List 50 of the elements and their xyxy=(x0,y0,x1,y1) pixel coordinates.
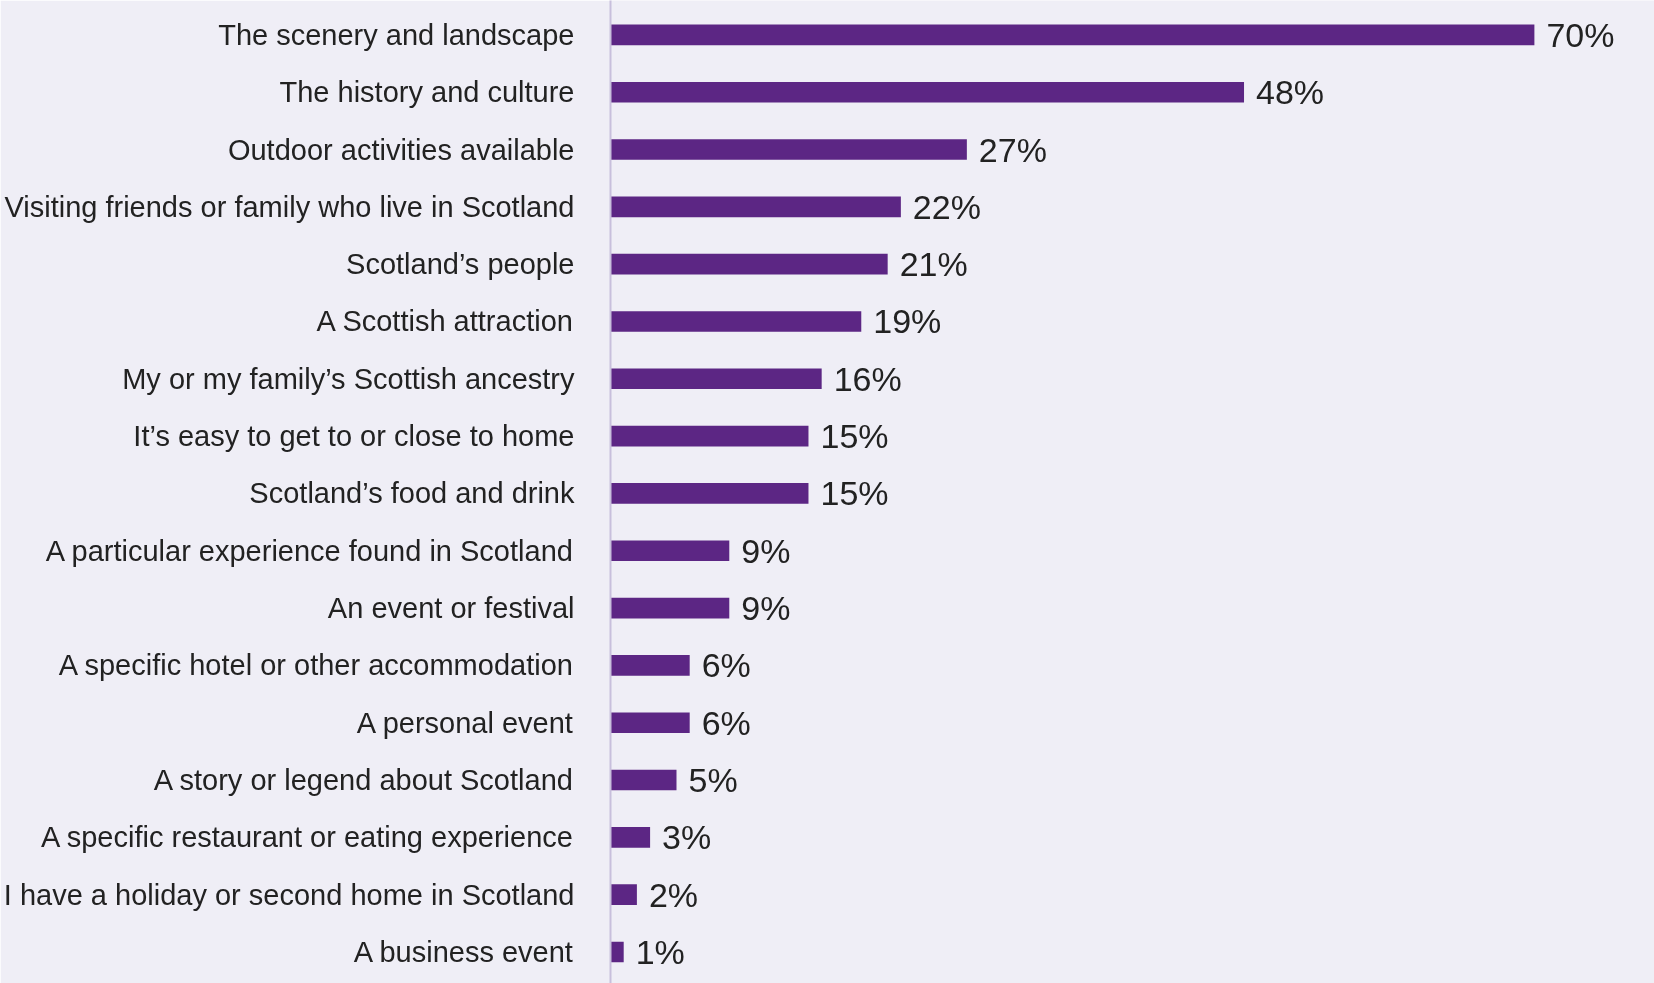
y-tick-label: A Scottish attraction xyxy=(316,305,573,338)
y-tick-label: A business event xyxy=(353,935,573,968)
data-label: 27% xyxy=(978,130,1047,169)
data-label: 16% xyxy=(833,359,902,398)
data-label: 21% xyxy=(899,245,968,284)
data-label: 6% xyxy=(701,703,751,742)
data-label: 2% xyxy=(648,875,699,914)
data-label: 22% xyxy=(912,187,981,226)
bar xyxy=(610,368,822,390)
data-label: 15% xyxy=(820,474,889,513)
y-tick-label: The scenery and landscape xyxy=(218,18,575,51)
bar xyxy=(610,253,888,275)
bar xyxy=(610,139,967,160)
data-label: 1% xyxy=(635,932,685,971)
bar xyxy=(610,769,677,791)
y-tick-label: Outdoor activities available xyxy=(227,133,575,166)
y-tick-label: Scotland’s food and drink xyxy=(249,477,575,510)
data-label: 5% xyxy=(688,761,738,800)
y-tick-label: I have a holiday or second home in Scotland xyxy=(3,878,575,911)
y-tick-label: Scotland’s people xyxy=(346,248,575,281)
bar xyxy=(610,196,901,218)
data-label: 6% xyxy=(701,646,751,685)
y-tick-label: A specific hotel or other accommodation xyxy=(58,649,573,682)
bar xyxy=(610,712,690,734)
bar xyxy=(610,827,651,848)
data-label: 70% xyxy=(1546,15,1615,54)
data-label: 3% xyxy=(662,818,712,857)
y-tick-label: A story or legend about Scotland xyxy=(153,764,573,797)
y-tick-label: A personal event xyxy=(356,706,573,739)
y-tick-label: Visiting friends or family who live in Scotland xyxy=(4,190,575,223)
data-label: 48% xyxy=(1256,73,1325,112)
data-label: 9% xyxy=(741,589,791,628)
y-tick-label: An event or festival xyxy=(327,592,575,625)
bar xyxy=(610,24,1535,46)
bar xyxy=(610,597,730,619)
data-label: 9% xyxy=(741,531,791,570)
bar xyxy=(610,540,730,562)
data-label: 19% xyxy=(873,302,942,341)
y-tick-label: A particular experience found in Scotland xyxy=(45,534,573,567)
data-label: 15% xyxy=(820,417,889,456)
y-tick-label: My or my family’s Scottish ancestry xyxy=(122,362,575,395)
bar xyxy=(610,425,809,447)
bar xyxy=(610,311,862,332)
y-tick-label: It’s easy to get to or close to home xyxy=(133,420,575,453)
bar xyxy=(610,655,690,676)
bar xyxy=(610,483,809,504)
bar xyxy=(610,81,1245,103)
y-tick-label: A specific restaurant or eating experience xyxy=(40,821,573,854)
bar xyxy=(610,884,637,905)
y-tick-label: The history and culture xyxy=(279,76,575,109)
